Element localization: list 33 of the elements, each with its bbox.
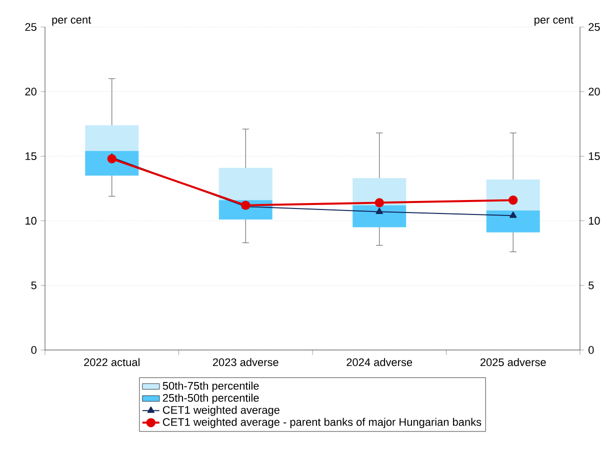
y-tick-label: 15 <box>26 152 36 160</box>
y2-axis-title: per cent <box>534 16 574 26</box>
bar <box>218 168 272 200</box>
y-tick-label: 10 <box>26 216 36 225</box>
y-tick-label: 5 <box>31 282 36 290</box>
point <box>510 212 517 218</box>
point <box>376 208 383 214</box>
y2-tick-label: 15 <box>588 152 600 160</box>
legend-label: 25th-50th percentile <box>162 394 259 404</box>
point <box>508 196 518 205</box>
point <box>107 154 116 164</box>
legend-label: 50th-75th percentile <box>162 382 259 392</box>
y2-tick-label: 5 <box>588 282 594 290</box>
x-tick-label: 2024 adverse <box>346 358 412 366</box>
y2-tick-label: 25 <box>588 23 600 31</box>
y-tick-label: 20 <box>25 88 36 96</box>
y2-tick-label: 0 <box>588 346 594 354</box>
x-tick-label: 2022 actual <box>84 358 140 366</box>
y2-tick-label: 20 <box>588 88 600 96</box>
bar <box>352 205 406 228</box>
y2-tick-label: 10 <box>588 216 600 225</box>
y-tick-label: 0 <box>31 346 36 354</box>
legend-label: CET1 weighted average <box>162 406 280 416</box>
x-tick-label: 2025 adverse <box>480 358 546 366</box>
point <box>374 198 384 208</box>
y-tick-label: 25 <box>25 23 36 31</box>
bar <box>85 125 139 152</box>
legend-label: CET1 weighted average - parent banks of major Hungarian banks <box>162 418 482 428</box>
bar <box>486 210 540 232</box>
bar <box>85 151 139 176</box>
x-tick-label: 2023 adverse <box>212 358 278 366</box>
y-axis-title: per cent <box>52 16 92 26</box>
bar <box>486 179 540 210</box>
